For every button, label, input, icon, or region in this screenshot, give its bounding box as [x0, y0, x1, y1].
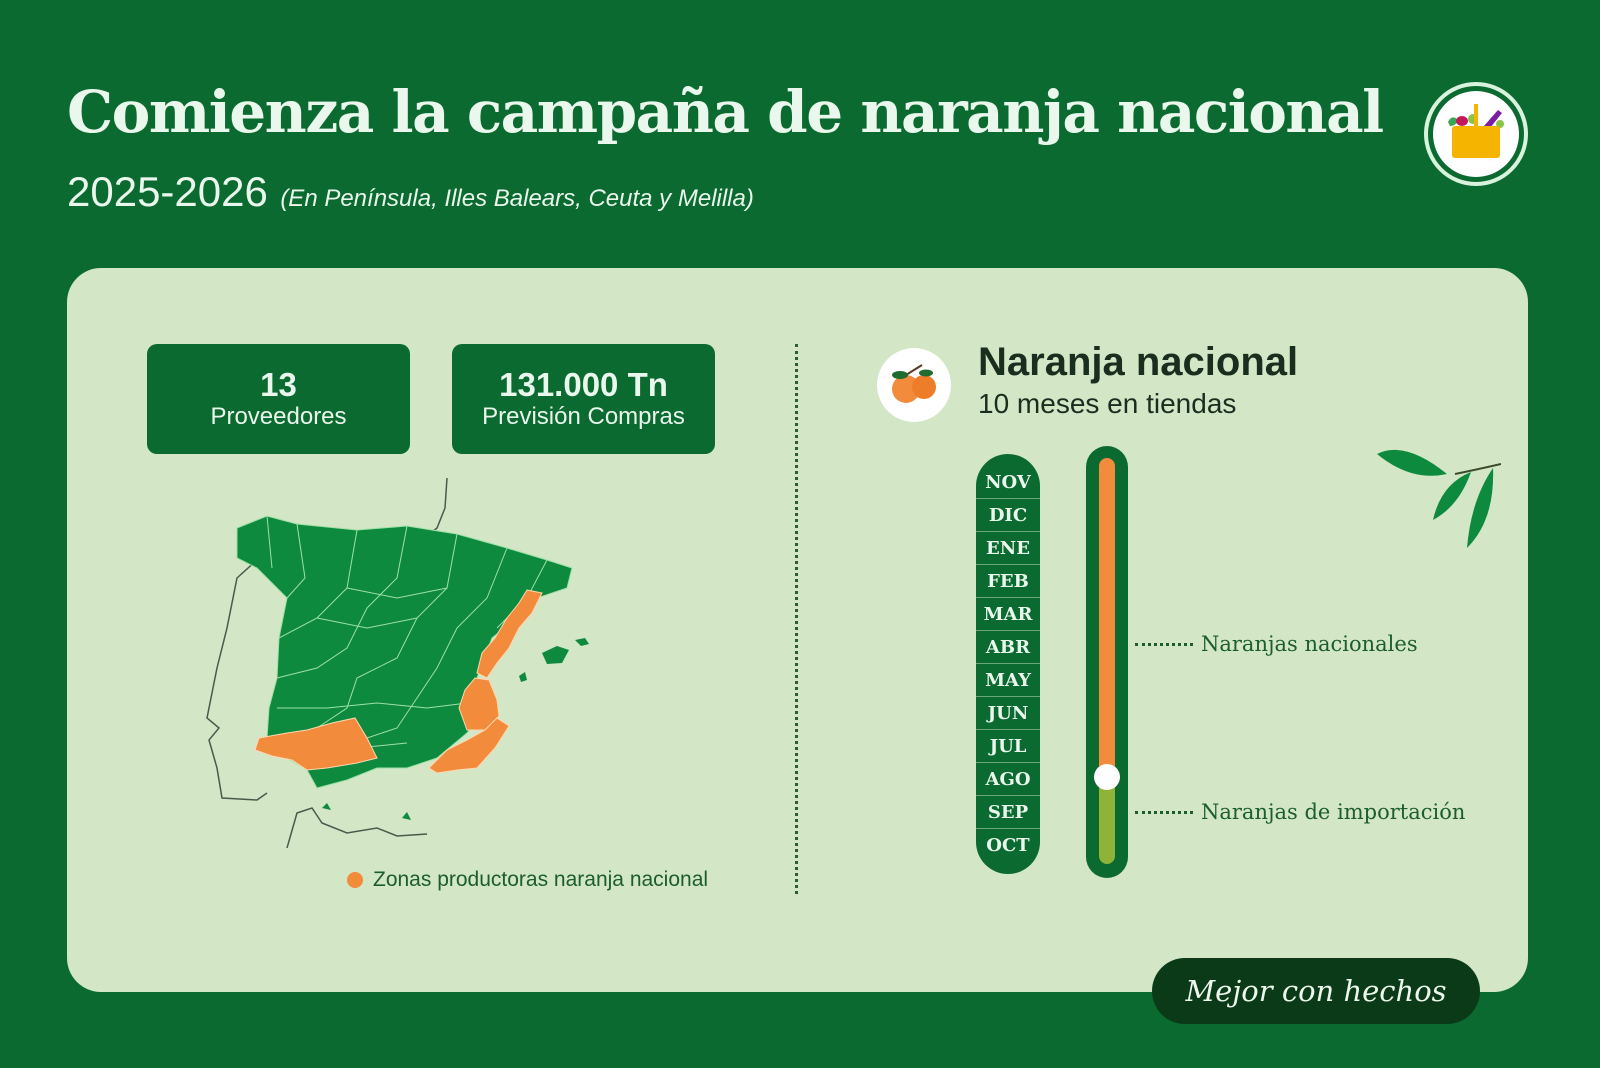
- shopping-basket-icon: [1448, 104, 1504, 158]
- month-label: ENE: [976, 532, 1040, 565]
- stat-label: Proveedores: [210, 403, 347, 430]
- month-label: MAR: [976, 598, 1040, 631]
- month-label: JUN: [976, 697, 1040, 730]
- month-label: SEP: [976, 796, 1040, 829]
- tagline-pill: Mejor con hechos: [1152, 958, 1480, 1024]
- national-oranges-segment: [1099, 458, 1115, 776]
- page-subtitle: 2025-2026 (En Península, Illes Balears, …: [67, 168, 754, 216]
- leaf-branch-icon: [1377, 449, 1501, 548]
- dotted-leader: [1135, 810, 1193, 814]
- stat-value: 13: [260, 366, 297, 403]
- legend-dot-icon: [347, 872, 363, 888]
- callout-label: Naranjas de importación: [1201, 800, 1466, 824]
- callout-national: Naranjas nacionales: [1135, 632, 1418, 656]
- spain-map: [197, 468, 589, 848]
- orange-badge: [877, 348, 951, 422]
- month-column: NOV DIC ENE FEB MAR ABR MAY JUN JUL AGO …: [976, 454, 1040, 874]
- month-label: FEB: [976, 565, 1040, 598]
- month-label: MAY: [976, 664, 1040, 697]
- stat-value: 131.000 Tn: [499, 366, 668, 403]
- stat-card-purchase-forecast: 131.000 Tn Previsión Compras: [452, 344, 715, 454]
- timeline-title: Naranja nacional: [978, 340, 1299, 384]
- content-panel: 13 Proveedores 131.000 Tn Previsión Comp…: [67, 268, 1528, 992]
- brand-logo: [1424, 82, 1528, 186]
- section-divider: [795, 344, 798, 894]
- orange-fruit-icon: [892, 364, 936, 403]
- month-label: NOV: [976, 466, 1040, 499]
- coverage-note: (En Península, Illes Balears, Ceuta y Me…: [280, 185, 754, 212]
- month-label: AGO: [976, 763, 1040, 796]
- campaign-years: 2025-2026: [67, 168, 268, 215]
- page-title: Comienza la campaña de naranja nacional: [67, 78, 1384, 146]
- callout-imported: Naranjas de importación: [1135, 800, 1465, 824]
- imported-oranges-segment: [1099, 776, 1115, 864]
- stat-label: Previsión Compras: [482, 403, 685, 430]
- month-label: ABR: [976, 631, 1040, 664]
- timeline-subtitle: 10 meses en tiendas: [978, 388, 1237, 419]
- legend-label: Zonas productoras naranja nacional: [373, 868, 709, 891]
- availability-bar: [1086, 446, 1128, 878]
- season-change-marker: [1094, 764, 1120, 790]
- dotted-leader: [1135, 642, 1193, 646]
- callout-label: Naranjas nacionales: [1201, 632, 1418, 656]
- month-label: DIC: [976, 499, 1040, 532]
- month-label: OCT: [986, 835, 1030, 856]
- stat-card-suppliers: 13 Proveedores: [147, 344, 410, 454]
- map-legend: Zonas productoras naranja nacional: [347, 868, 708, 892]
- month-label: JUL: [976, 730, 1040, 763]
